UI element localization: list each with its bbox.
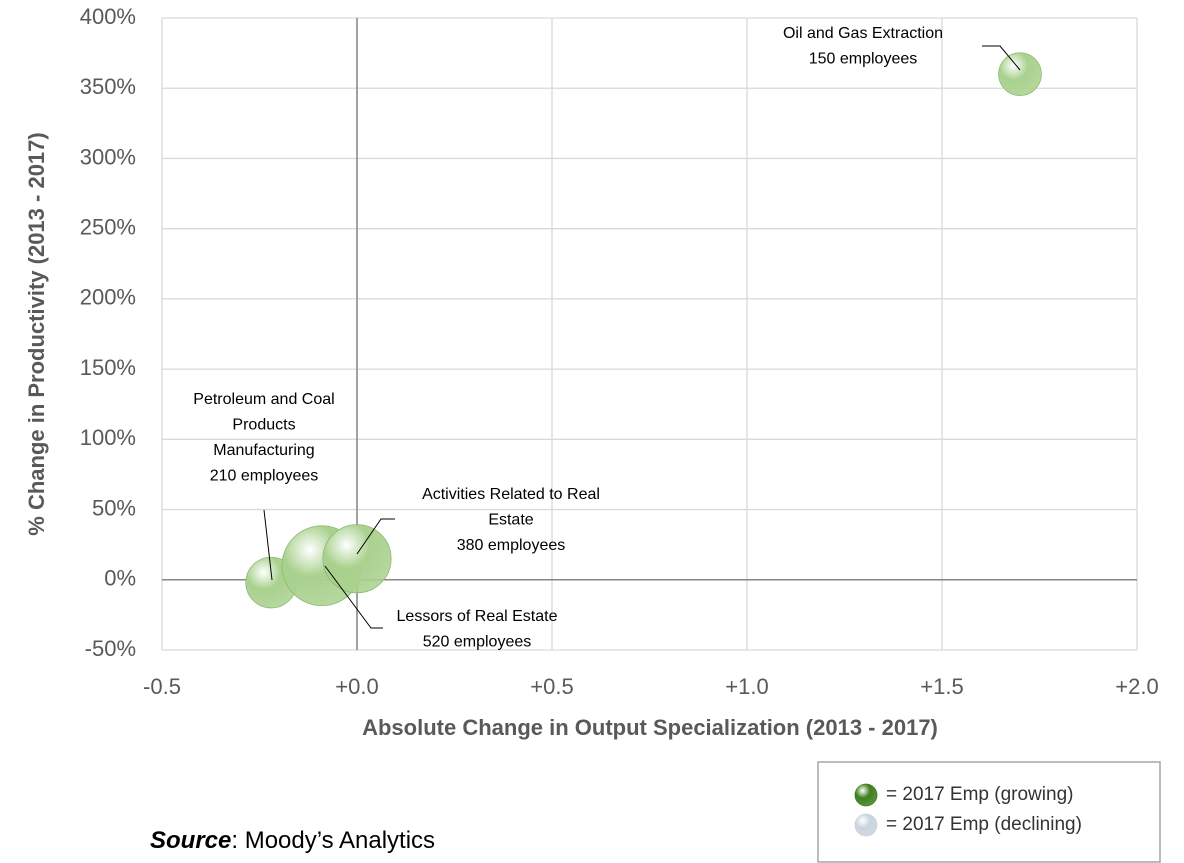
x-axis-title: Absolute Change in Output Specialization… <box>362 715 938 740</box>
x-tick-label: -0.5 <box>143 674 181 699</box>
y-axis-title: % Change in Productivity (2013 - 2017) <box>24 132 49 535</box>
x-tick-label: +0.0 <box>335 674 378 699</box>
source: Source: Moody’s Analytics <box>150 827 435 854</box>
x-tick-label: +1.0 <box>725 674 768 699</box>
x-tick-label: +2.0 <box>1115 674 1158 699</box>
data-label: 380 employees <box>457 537 566 554</box>
y-tick-label: 100% <box>80 425 136 450</box>
y-tick-label: -50% <box>85 636 136 661</box>
y-tick-label: 400% <box>80 4 136 29</box>
data-label: 210 employees <box>210 468 319 485</box>
legend-box <box>817 761 1161 863</box>
legend-marker <box>854 783 878 807</box>
legend-label: = 2017 Emp (declining) <box>886 814 1082 835</box>
source-text: : Moody’s Analytics <box>231 827 435 854</box>
legend-label: = 2017 Emp (growing) <box>886 784 1073 805</box>
annotation: Oil and Gas Extraction <box>783 25 943 42</box>
leader-line <box>324 565 383 629</box>
leader-line <box>356 518 395 555</box>
y-tick-label: 0% <box>104 566 136 591</box>
annotation: Activities Related to Real <box>422 486 600 503</box>
annotation: Estate <box>488 512 533 529</box>
annotation: Petroleum and Coal <box>193 391 334 408</box>
leader-line <box>263 509 273 581</box>
leader-line <box>982 45 1021 71</box>
annotation: Lessors of Real Estate <box>397 608 558 625</box>
bubble <box>322 524 392 594</box>
x-tick-label: +0.5 <box>530 674 573 699</box>
y-tick-label: 250% <box>80 214 136 239</box>
y-tick-label: 300% <box>80 144 136 169</box>
y-tick-label: 200% <box>80 285 136 310</box>
annotation: Products <box>232 417 295 434</box>
data-label: 520 employees <box>423 634 532 651</box>
y-tick-label: 350% <box>80 74 136 99</box>
legend-marker <box>854 813 878 837</box>
data-label: 150 employees <box>809 51 918 68</box>
bubble <box>998 52 1042 97</box>
source-label: Source <box>150 827 231 854</box>
y-tick-label: 50% <box>92 495 136 520</box>
y-tick-label: 150% <box>80 355 136 380</box>
x-tick-label: +1.5 <box>920 674 963 699</box>
annotation: Manufacturing <box>213 442 314 459</box>
